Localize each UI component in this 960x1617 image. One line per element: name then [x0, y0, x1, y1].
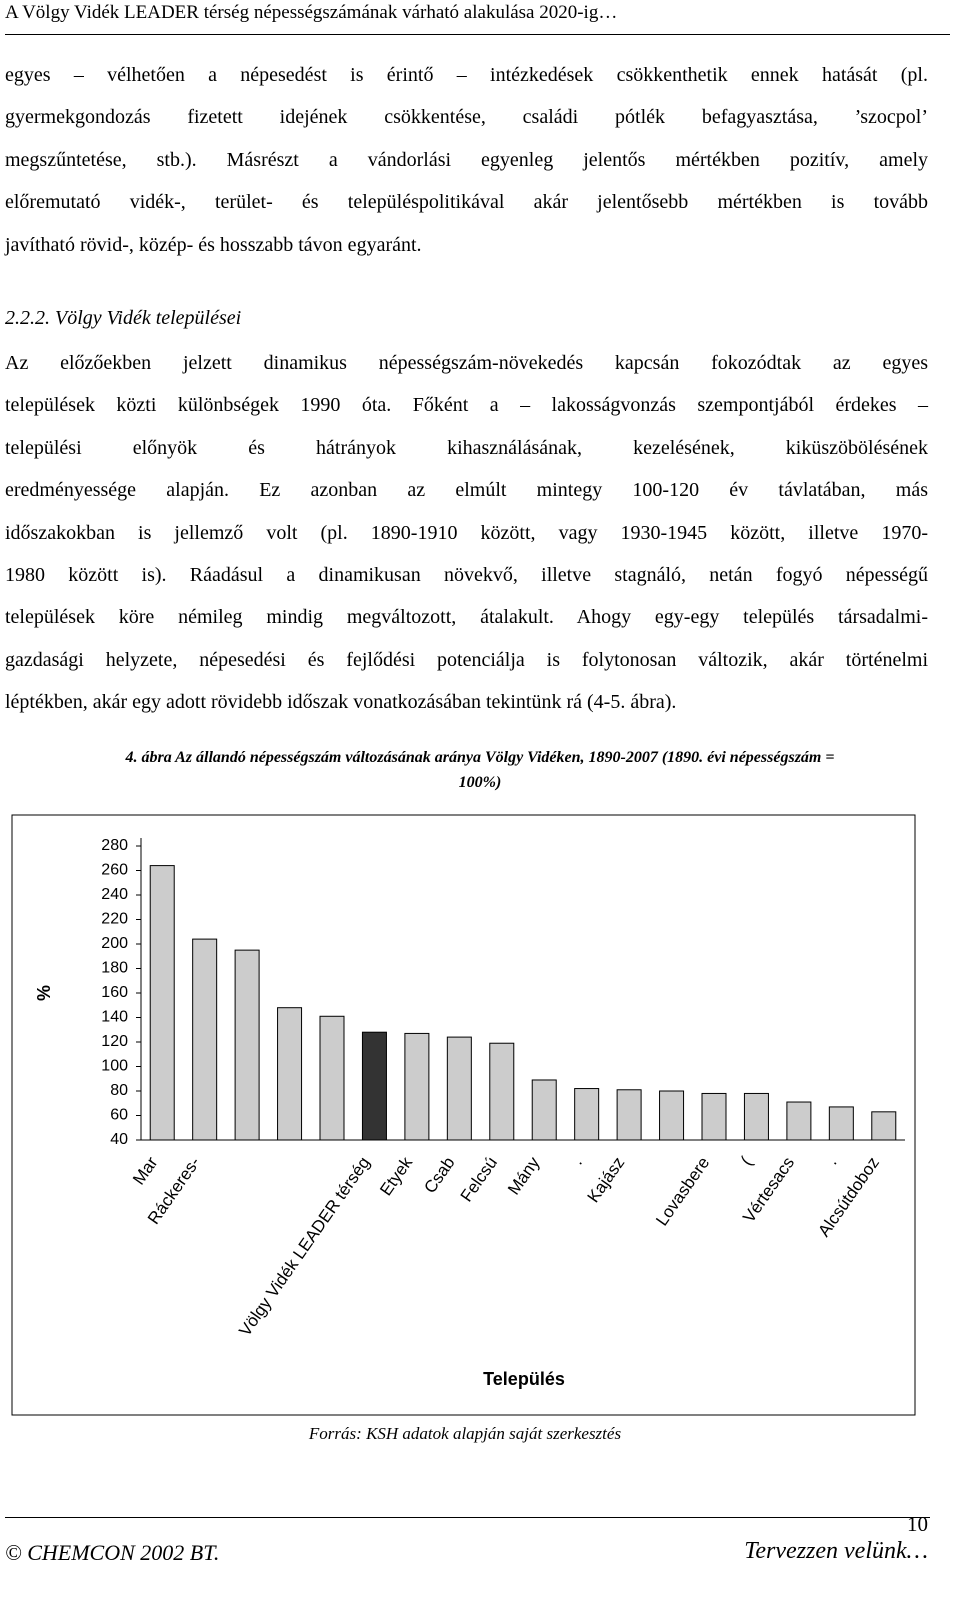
x-tick-label: Lovasbere: [652, 1153, 713, 1229]
text-line: egyes – vélhetően a népesedést is érintő…: [5, 64, 928, 86]
bar: [701, 1092, 727, 1141]
text-line: javítható rövid-, közép- és hosszabb táv…: [5, 233, 422, 256]
bar: [149, 865, 175, 1141]
y-tick-label: 60: [110, 1107, 128, 1124]
x-tick-label: Mar: [129, 1153, 162, 1188]
section-heading: 2.2.2. Völgy Vidék települései: [5, 307, 242, 329]
header-rule: [5, 34, 950, 35]
text-line: előremutató vidék-, terület- és települé…: [5, 191, 928, 214]
text-line: települési előnyök és hátrányok kihaszná…: [5, 436, 928, 459]
text-line: Az előzőekben jelzett dinamikus népesség…: [5, 352, 928, 374]
bar: [871, 1111, 897, 1141]
slogan: Tervezzen velünk…: [744, 1538, 928, 1564]
y-tick-label: 100: [101, 1058, 128, 1075]
y-tick-label: 160: [101, 984, 128, 1001]
bar: [319, 1015, 345, 1141]
text-line: gyermekgondozás fizetett idejének csökke…: [5, 106, 928, 129]
text-line: léptékben, akár egy adott rövidebb idősz…: [5, 691, 677, 714]
x-tick-label: Felcsú: [457, 1153, 501, 1205]
x-tick-label: Kajász: [584, 1153, 629, 1206]
x-tick-label: Mány: [504, 1153, 544, 1198]
bar: [828, 1106, 854, 1141]
y-tick-label: 220: [101, 911, 128, 928]
bar: [277, 1007, 303, 1141]
y-tick-label: 120: [101, 1033, 128, 1050]
x-tick-label: Csab: [420, 1153, 458, 1196]
x-axis-title: Település: [483, 1369, 565, 1389]
bar: [192, 938, 218, 1141]
bar: [404, 1032, 430, 1141]
text-line: települések köre némileg mindig megválto…: [5, 606, 928, 629]
x-tick-label: .: [822, 1153, 840, 1168]
y-axis-title: %: [34, 985, 54, 1001]
figure-source: Forrás: KSH adatok alapján saját szerkes…: [308, 1424, 622, 1443]
x-tick-label: (: [737, 1153, 756, 1169]
text-line: gazdasági helyzete, népesedési és fejlőd…: [5, 648, 928, 671]
bar: [489, 1042, 515, 1141]
bar: [446, 1036, 472, 1141]
text-line: időszakokban is jellemző volt (pl. 1890-…: [5, 521, 928, 544]
company: © CHEMCON 2002 BT.: [5, 1540, 220, 1565]
bar: [659, 1090, 685, 1141]
y-tick-label: 180: [101, 960, 128, 977]
running-header: A Völgy Vidék LEADER térség népességszám…: [5, 2, 618, 23]
y-tick-label: 140: [101, 1009, 128, 1026]
text-line: települések közti különbségek 1990 óta. …: [5, 394, 928, 417]
y-tick-label: 200: [101, 935, 128, 952]
y-tick-label: 280: [101, 837, 128, 854]
bar: [574, 1088, 600, 1141]
chart-frame: [11, 814, 916, 1416]
footer-rule: [5, 1517, 930, 1518]
y-tick-label: 80: [110, 1082, 128, 1099]
text-line: eredményessége alapján. Ez azonban az el…: [5, 479, 928, 502]
figure-caption: 4. ábra Az állandó népességszám változás…: [125, 749, 835, 766]
text-line: megszűntetése, stb.). Másrészt a vándorl…: [5, 148, 928, 171]
bar: [234, 949, 260, 1141]
bar: [743, 1092, 769, 1141]
x-tick-label: Alcsútdoboz: [814, 1153, 883, 1240]
x-tick-label: Etyek: [376, 1153, 416, 1199]
x-tick-label: .: [568, 1153, 586, 1168]
figure-caption: 100%): [458, 774, 502, 791]
bar: [361, 1031, 387, 1141]
y-tick-label: 260: [101, 862, 128, 879]
bar: [616, 1089, 642, 1141]
y-tick-label: 240: [101, 886, 128, 903]
y-tick-label: 40: [110, 1131, 128, 1148]
page-number: 10: [907, 1512, 928, 1536]
bar: [786, 1101, 812, 1141]
x-tick-label: Völgy Vidék LEADER térség: [235, 1153, 373, 1339]
text-line: 1980 között is). Ráadásul a dinamikusan …: [5, 564, 928, 586]
bar: [531, 1079, 557, 1141]
